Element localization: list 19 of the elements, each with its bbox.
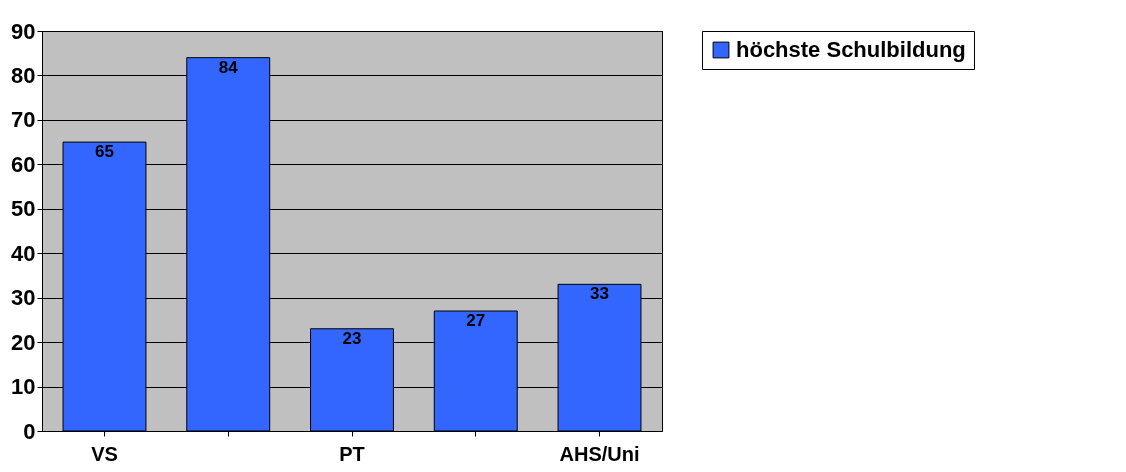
data-label: 23 (342, 328, 362, 348)
data-label: 33 (590, 284, 609, 304)
y-tick-label: 60 (11, 151, 36, 177)
y-tick-label: 90 (11, 18, 36, 44)
y-tick-label: 30 (11, 285, 36, 311)
y-tick-label: 80 (11, 62, 36, 88)
y-tick-label: 20 (11, 329, 36, 355)
x-tick-label: AHS/Uni (559, 442, 640, 465)
data-label: 27 (466, 311, 486, 330)
x-tick-label: PT (339, 442, 365, 465)
data-label: 84 (218, 57, 239, 77)
x-tick-label: VS (91, 442, 118, 465)
y-tick-label: 10 (11, 374, 36, 400)
legend-label: höchste Schulbildung (736, 37, 966, 62)
y-tick-label: 0 (23, 418, 36, 444)
y-tick-label: 50 (11, 196, 36, 222)
data-label: 65 (95, 142, 114, 162)
y-tick-label: 40 (11, 240, 36, 266)
y-tick-label: 70 (11, 107, 36, 133)
